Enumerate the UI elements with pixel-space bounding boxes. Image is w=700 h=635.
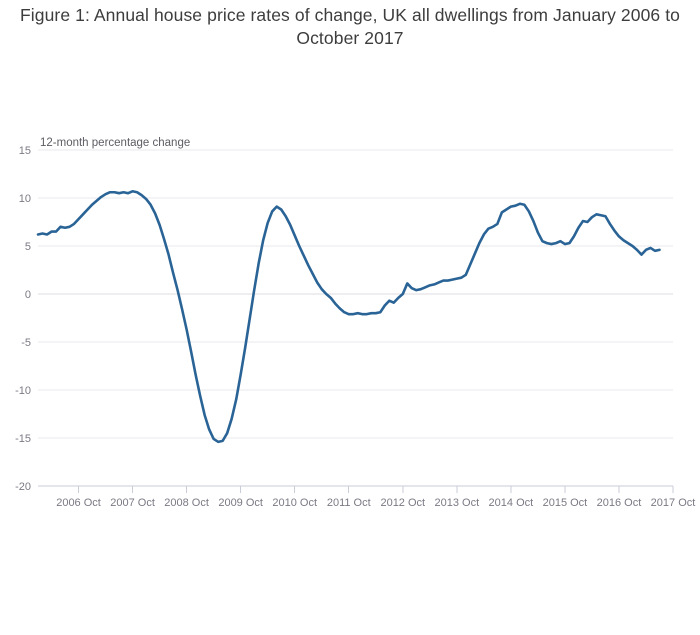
x-axis-group	[38, 485, 674, 493]
y-axis-label: 12-month percentage change	[40, 137, 190, 149]
x-tick-label: 2015 Oct	[543, 497, 588, 509]
x-tick-label: 2006 Oct	[56, 497, 101, 509]
y-tick-label: -15	[15, 433, 31, 445]
x-tick-label: 2011 Oct	[327, 497, 371, 509]
x-tick-label: 2009 Oct	[218, 497, 263, 509]
data-series-group	[36, 189, 661, 444]
y-tick-label: 10	[19, 193, 31, 205]
y-axis-tick-labels: 15 10 5 0 -5 -10 -15 -20	[15, 145, 31, 493]
y-tick-label: 0	[25, 289, 31, 301]
y-tick-label: 15	[19, 145, 31, 157]
x-tick-label: 2010 Oct	[272, 497, 317, 509]
x-tick-label: 2008 Oct	[164, 497, 209, 509]
x-axis-tick-labels: 2006 Oct 2007 Oct 2008 Oct 2009 Oct 2010 Oct…	[56, 497, 695, 509]
x-tick-label: 2014 Oct	[489, 497, 534, 509]
x-tick-label: 2016 Oct	[597, 497, 642, 509]
gridlines-group	[38, 149, 673, 487]
y-tick-label: -5	[21, 337, 31, 349]
y-tick-label: -20	[15, 481, 31, 493]
x-tick-label: 2012 Oct	[380, 497, 425, 509]
page-title: Figure 1: Annual house price rates of ch…	[19, 5, 681, 48]
series-line-uk-all-dwellings	[36, 189, 661, 444]
y-tick-label: -10	[15, 385, 31, 397]
x-tick-label: 2017 Oct	[651, 497, 696, 509]
y-tick-label: 5	[25, 241, 31, 253]
x-tick-label: 2007 Oct	[110, 497, 155, 509]
x-tick-label: 2013 Oct	[435, 497, 480, 509]
